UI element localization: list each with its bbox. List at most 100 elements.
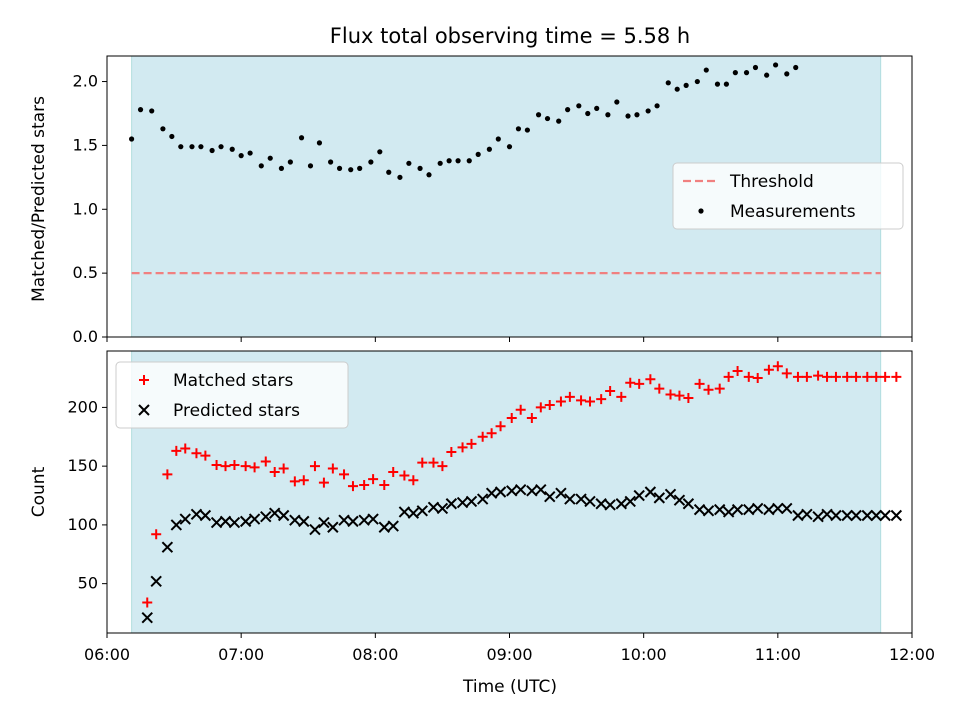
legend-box xyxy=(672,162,904,230)
predicted-stars-point xyxy=(309,523,321,536)
predicted-stars-point xyxy=(476,493,489,505)
predicted-stars-point xyxy=(465,495,478,508)
measurement-point xyxy=(169,133,175,140)
y-axis-label: Count xyxy=(29,466,49,517)
legend-label: Measurements xyxy=(730,202,856,222)
matched-stars-point xyxy=(763,364,774,375)
predicted-stars-point xyxy=(416,505,428,517)
predicted-stars-point xyxy=(792,509,804,522)
matched-stars-point xyxy=(555,396,566,407)
measurement-point xyxy=(278,165,285,171)
x-tick-label: 11:00 xyxy=(755,645,801,664)
predicted-stars-point xyxy=(367,513,379,525)
measurement-point xyxy=(348,167,354,173)
predicted-stars-point xyxy=(821,508,833,521)
predicted-stars-point xyxy=(615,498,628,510)
matched-stars-point xyxy=(162,469,173,480)
measurement-point xyxy=(764,72,770,78)
matched-stars-point xyxy=(625,377,636,388)
measurement-point xyxy=(784,71,790,77)
predicted-stars-point xyxy=(743,503,755,516)
predicted-stars-point xyxy=(673,494,686,506)
measurement-point xyxy=(218,144,224,150)
matched-stars-point xyxy=(142,597,153,608)
measurement-point xyxy=(316,140,323,146)
matched-stars-point xyxy=(327,463,338,474)
measurement-point xyxy=(524,127,530,133)
matched-stars-point xyxy=(289,476,300,487)
measurement-point xyxy=(357,165,363,171)
matched-stars-point xyxy=(891,371,902,382)
predicted-stars-point xyxy=(248,513,261,525)
measurement-point xyxy=(397,174,403,180)
measurement-point xyxy=(594,105,600,111)
measurement-point xyxy=(694,78,700,85)
matched-stars-point xyxy=(880,371,891,382)
matched-stars-point xyxy=(842,371,853,382)
matched-stars-point xyxy=(180,443,191,454)
legend-measurement-swatch xyxy=(698,208,704,214)
y-tick-label: 50 xyxy=(78,574,98,593)
matched-stars-point xyxy=(359,479,370,490)
predicted-stars-point xyxy=(239,515,252,528)
measurement-point xyxy=(149,108,155,114)
measurement-point xyxy=(307,163,314,169)
measurement-point xyxy=(752,64,759,71)
matched-stars-point xyxy=(260,456,271,467)
predicted-stars-point xyxy=(456,496,469,509)
matched-stars-point xyxy=(871,371,882,382)
matched-stars-point xyxy=(616,391,627,402)
matched-stars-point xyxy=(408,475,419,486)
measurement-point xyxy=(674,86,680,92)
predicted-stars-point xyxy=(702,505,715,517)
measurement-point xyxy=(128,136,135,142)
predicted-stars-point xyxy=(763,503,775,516)
y-tick-label: 1.5 xyxy=(73,135,98,154)
measurement-point xyxy=(585,110,591,117)
predicted-stars-point xyxy=(850,509,862,522)
predicted-stars-point xyxy=(653,492,666,504)
matched-stars-point xyxy=(822,371,833,382)
matched-stars-point xyxy=(240,461,251,472)
predicted-stars-point xyxy=(150,575,162,588)
predicted-stars-point xyxy=(555,487,567,499)
matched-stars-point xyxy=(506,412,517,423)
matched-stars-point xyxy=(674,390,685,401)
matched-stars-point xyxy=(495,421,506,432)
measurement-point xyxy=(298,135,305,141)
matched-stars-point xyxy=(347,481,358,492)
measurement-point xyxy=(189,144,195,150)
matched-stars-point xyxy=(665,389,676,400)
y-tick-label: 2.0 xyxy=(73,72,98,91)
predicted-stars-point xyxy=(644,486,657,498)
predicted-stars-point xyxy=(170,519,183,531)
matched-stars-point xyxy=(477,431,488,442)
measurement-point xyxy=(137,107,144,113)
predicted-stars-point xyxy=(190,508,203,521)
matched-stars-point xyxy=(694,378,705,389)
measurement-point xyxy=(328,159,334,165)
measurement-point xyxy=(614,99,620,105)
x-tick-label: 09:00 xyxy=(486,645,532,664)
matched-stars-point xyxy=(211,459,222,470)
matched-stars-point xyxy=(309,461,320,472)
legend-label: Matched stars xyxy=(173,371,293,391)
predicted-stars-point xyxy=(752,502,764,515)
predicted-stars-point xyxy=(179,513,191,525)
measurement-point xyxy=(565,107,571,113)
predicted-stars-point xyxy=(624,495,636,508)
y-axis-label: Matched/Predicted stars xyxy=(29,96,49,302)
matched-stars-point xyxy=(862,371,873,382)
matched-stars-point xyxy=(229,459,240,470)
measurement-point xyxy=(475,151,481,157)
predicted-stars-point xyxy=(485,487,498,499)
predicted-stars-point xyxy=(564,493,576,505)
predicted-stars-point xyxy=(387,520,399,532)
predicted-stars-point xyxy=(781,502,793,515)
measurement-point xyxy=(486,146,492,152)
predicted-stars-point xyxy=(494,486,507,498)
chart-title: Flux total observing time = 5.58 h xyxy=(330,24,690,48)
matched-stars-point xyxy=(399,470,410,481)
matched-stars-point xyxy=(298,475,309,486)
predicted-stars-point xyxy=(347,515,359,528)
